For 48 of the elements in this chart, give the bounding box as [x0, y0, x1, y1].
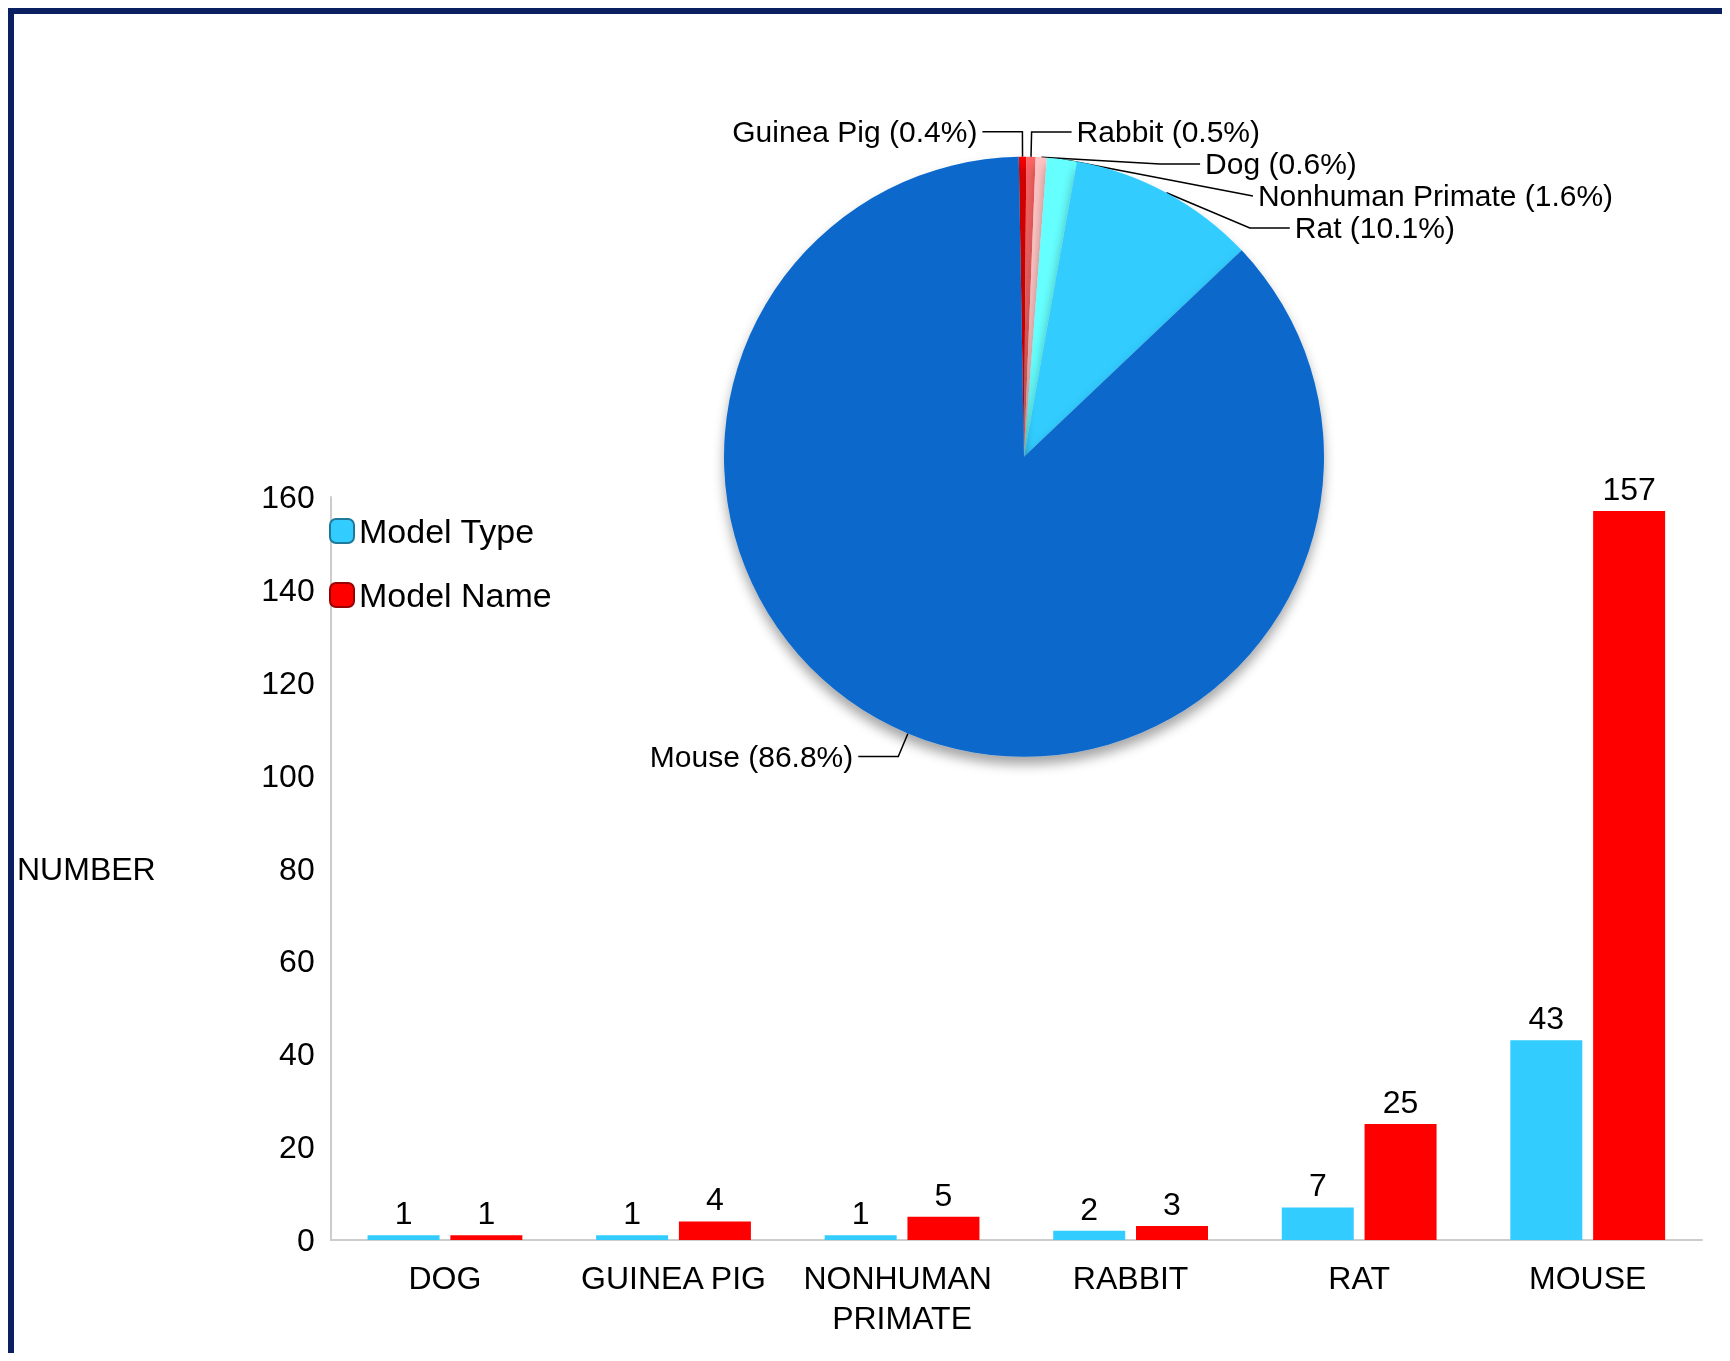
bar [907, 1216, 980, 1240]
y-tick-label: 40 [279, 1036, 315, 1073]
bar [824, 1235, 897, 1240]
y-axis-title: NUMBER [17, 850, 156, 887]
bar [1364, 1123, 1437, 1240]
bar [1593, 510, 1666, 1240]
x-tick-label: DOG [408, 1260, 482, 1296]
y-tick-label: 60 [279, 943, 315, 980]
legend-label: Model Type [359, 512, 535, 550]
x-tick-label: MOUSE [1529, 1260, 1647, 1296]
bar [367, 1235, 440, 1240]
bar [1281, 1207, 1354, 1240]
legend-label: Model Name [359, 576, 552, 614]
y-tick-label: 20 [279, 1129, 315, 1166]
y-tick-label: 160 [261, 479, 315, 515]
y-tick-label: 120 [261, 664, 315, 701]
bar [450, 1235, 523, 1240]
y-tick-label: 80 [279, 850, 315, 887]
x-tick-label: NONHUMAN PRIMATE [803, 1260, 1001, 1336]
y-tick-label: 0 [296, 1222, 315, 1258]
data-label: 7 [1308, 1167, 1327, 1204]
data-label: 4 [706, 1181, 724, 1218]
data-label: 43 [1528, 1000, 1565, 1037]
data-label: 5 [934, 1176, 953, 1213]
slice-label: Rabbit (0.5%) [1076, 115, 1261, 149]
data-label: 1 [477, 1195, 496, 1232]
data-label: 2 [1080, 1190, 1099, 1227]
x-tick-label: GUINEA PIG [581, 1260, 766, 1296]
y-tick-label: 100 [261, 757, 315, 794]
slice-label: Guinea Pig (0.4%) [732, 115, 978, 149]
data-label: 1 [851, 1195, 870, 1232]
bar [596, 1235, 669, 1240]
slice-label: Mouse (86.8%) [649, 739, 854, 773]
data-label: 1 [394, 1195, 413, 1232]
data-label: 25 [1382, 1083, 1419, 1120]
data-label: 157 [1602, 470, 1656, 507]
y-tick-label: 140 [261, 571, 315, 608]
bar [1510, 1040, 1583, 1240]
data-label: 1 [623, 1195, 641, 1232]
bar [1136, 1226, 1209, 1240]
x-tick-label: RAT [1328, 1260, 1390, 1296]
x-tick-label: RABBIT [1072, 1260, 1189, 1296]
slice-label: Nonhuman Primate (1.6%) [1257, 179, 1614, 213]
bar [678, 1221, 751, 1240]
slice-label: Rat (10.1%) [1294, 211, 1455, 245]
slice-label: Dog (0.6%) [1205, 147, 1357, 181]
bar [1053, 1230, 1126, 1240]
data-label: 3 [1163, 1186, 1181, 1223]
